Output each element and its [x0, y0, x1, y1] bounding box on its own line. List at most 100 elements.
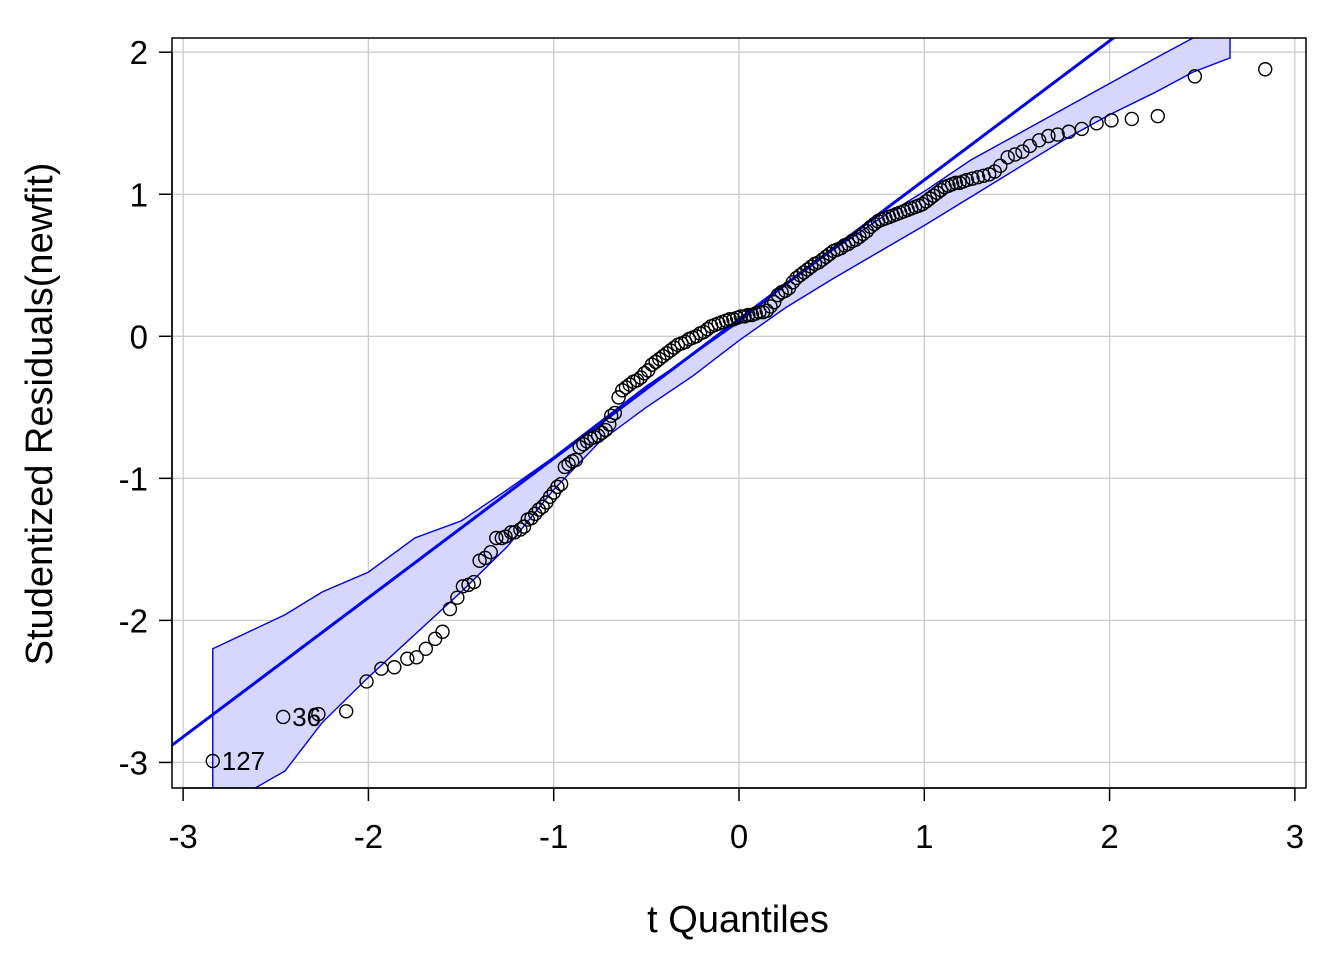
- data-point: [926, 188, 941, 203]
- data-point: [822, 246, 837, 262]
- y-tick-label: 0: [130, 318, 148, 355]
- data-point: [275, 709, 291, 725]
- data-point: [524, 510, 539, 526]
- data-point: [818, 249, 834, 264]
- data-point: [1015, 144, 1030, 159]
- data-point: [804, 259, 819, 274]
- data-point: [948, 175, 963, 191]
- data-point: [466, 574, 482, 590]
- data-point: [970, 170, 986, 185]
- data-point: [993, 158, 1008, 174]
- data-point: [811, 255, 826, 270]
- data-point: [602, 417, 617, 432]
- grid-lines: [172, 38, 1306, 788]
- data-point: [965, 171, 980, 186]
- data-point: [678, 334, 693, 350]
- data-point: [603, 408, 619, 424]
- data-point: [311, 706, 326, 722]
- data-point: [607, 405, 623, 421]
- data-point: [1150, 108, 1165, 124]
- data-point: [561, 456, 576, 472]
- axes: -3 -2 -1 0 1 2 3 -3 -2 -1 0 1 2: [119, 34, 1304, 855]
- data-point: [1187, 69, 1203, 84]
- x-tick-label: 2: [1100, 818, 1118, 855]
- y-tick-label: -3: [119, 744, 148, 781]
- data-point: [922, 191, 938, 206]
- point-label-36: 36: [292, 702, 321, 732]
- x-tick-label: 0: [730, 818, 748, 855]
- data-point: [503, 525, 519, 540]
- data-point: [741, 307, 756, 323]
- data-point: [1041, 128, 1056, 144]
- data-point: [800, 262, 815, 277]
- data-point: [644, 357, 660, 372]
- y-tick-label: -2: [119, 602, 148, 639]
- confidence-envelope: [212, 38, 1231, 788]
- data-point: [767, 295, 782, 310]
- data-point: [1007, 147, 1023, 162]
- data-point: [722, 312, 737, 327]
- point-annotations: 127 36: [222, 702, 321, 776]
- data-point: [663, 343, 678, 358]
- data-point: [1031, 133, 1047, 148]
- data-point: [205, 753, 220, 769]
- data-point: [1050, 127, 1065, 142]
- data-point: [550, 479, 565, 495]
- data-point: [652, 351, 667, 367]
- data-point: [930, 185, 945, 201]
- data-point: [590, 428, 606, 443]
- data-point: [513, 522, 528, 537]
- data-point: [1124, 111, 1140, 127]
- data-point: [792, 268, 808, 283]
- data-point: [700, 321, 715, 337]
- data-point: [1089, 116, 1104, 131]
- data-point: [648, 354, 663, 370]
- x-tick-label: -3: [168, 818, 197, 855]
- data-point: [576, 437, 591, 452]
- data-point: [696, 324, 711, 340]
- data-point: [542, 489, 558, 505]
- data-point: [666, 340, 682, 355]
- y-tick-label: 2: [130, 34, 148, 71]
- data-point: [338, 704, 354, 719]
- data-point: [987, 164, 1002, 179]
- data-point: [759, 303, 774, 318]
- data-point: [852, 229, 867, 245]
- data-point: [637, 366, 652, 381]
- data-point: [442, 601, 458, 617]
- data-point: [489, 530, 504, 546]
- envelope-band: [212, 38, 1231, 788]
- data-point: [918, 194, 934, 209]
- data-point: [409, 650, 424, 665]
- data-point: [418, 641, 434, 656]
- data-point: [579, 434, 595, 449]
- y-tick-label: 1: [130, 176, 148, 213]
- data-point: [435, 624, 450, 639]
- x-tick-label: 3: [1286, 818, 1304, 855]
- data-point: [427, 631, 443, 647]
- data-point: [763, 299, 778, 314]
- x-tick-label: -2: [354, 818, 383, 855]
- data-point: [815, 252, 830, 267]
- data-point: [1000, 150, 1015, 165]
- point-label-127: 127: [222, 746, 265, 776]
- data-point: [1074, 121, 1089, 137]
- data-point: [611, 390, 626, 405]
- y-tick-label: -1: [119, 460, 148, 497]
- data-point: [1258, 62, 1273, 77]
- data-point: [733, 309, 749, 324]
- x-tick-label: 1: [915, 818, 933, 855]
- x-axis-title: t Quantiles: [647, 899, 829, 941]
- data-point: [659, 346, 674, 361]
- data-point: [387, 660, 402, 675]
- data-point: [848, 232, 863, 247]
- data-point: [535, 499, 550, 514]
- data-point: [557, 459, 573, 475]
- data-point: [618, 380, 634, 395]
- data-point: [752, 304, 767, 320]
- data-point: [450, 590, 465, 605]
- data-point: [568, 452, 584, 468]
- data-points: [205, 62, 1273, 769]
- data-point: [796, 265, 812, 280]
